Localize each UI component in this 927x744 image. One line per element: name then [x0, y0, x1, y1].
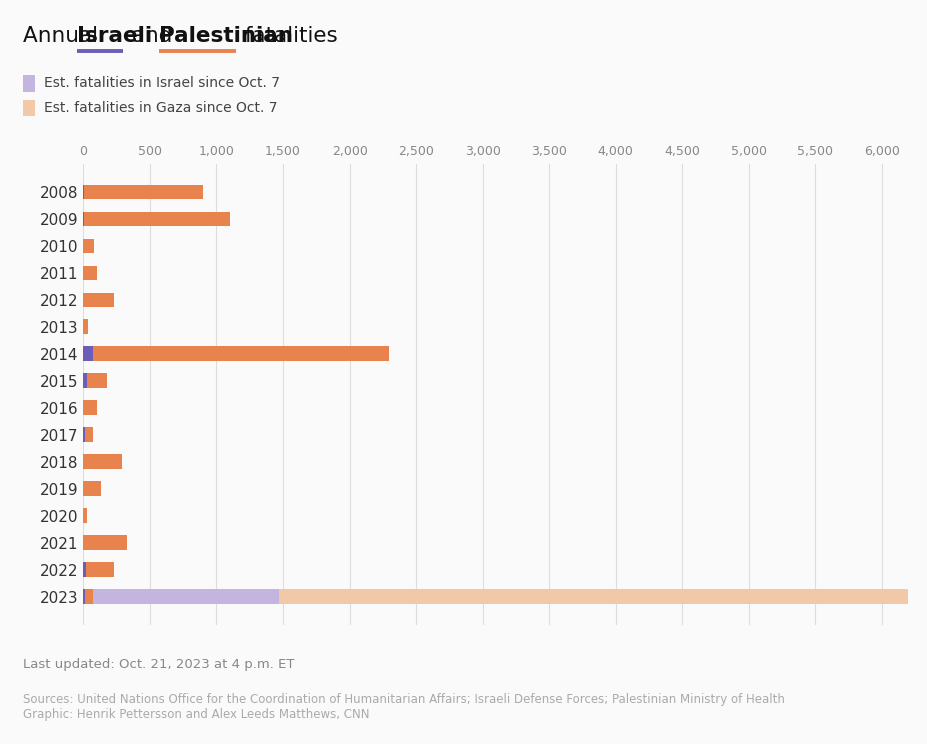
Bar: [83, 562, 114, 577]
Bar: [83, 481, 101, 496]
Bar: [83, 239, 94, 254]
Bar: [83, 589, 927, 604]
Text: Annual: Annual: [23, 26, 105, 46]
Bar: [83, 373, 107, 388]
Text: Palestinian: Palestinian: [159, 26, 293, 46]
Text: Est. fatalities in Gaza since Oct. 7: Est. fatalities in Gaza since Oct. 7: [44, 101, 278, 115]
Bar: [83, 508, 87, 523]
Text: Israeli: Israeli: [77, 26, 152, 46]
Bar: [83, 427, 85, 442]
Bar: [83, 589, 279, 604]
Bar: [83, 211, 230, 226]
Bar: [83, 562, 86, 577]
Bar: [83, 455, 122, 469]
Text: and: and: [125, 26, 180, 46]
Bar: [83, 347, 389, 362]
Bar: [83, 319, 88, 334]
Bar: [83, 427, 94, 442]
Text: Sources: United Nations Office for the Coordination of Humanitarian Affairs; Isr: Sources: United Nations Office for the C…: [23, 693, 785, 706]
Bar: [83, 373, 87, 388]
Bar: [83, 589, 93, 604]
Bar: [83, 347, 93, 362]
Bar: [83, 292, 114, 307]
Text: fatalities: fatalities: [238, 26, 338, 46]
Bar: [83, 400, 96, 415]
Text: Est. fatalities in Israel since Oct. 7: Est. fatalities in Israel since Oct. 7: [44, 77, 281, 90]
Bar: [83, 535, 127, 550]
Text: Last updated: Oct. 21, 2023 at 4 p.m. ET: Last updated: Oct. 21, 2023 at 4 p.m. ET: [23, 658, 295, 671]
Text: Graphic: Henrik Pettersson and Alex Leeds Matthews, CNN: Graphic: Henrik Pettersson and Alex Leed…: [23, 708, 370, 721]
Bar: [83, 589, 85, 604]
Bar: [83, 266, 96, 280]
Bar: [83, 185, 203, 199]
